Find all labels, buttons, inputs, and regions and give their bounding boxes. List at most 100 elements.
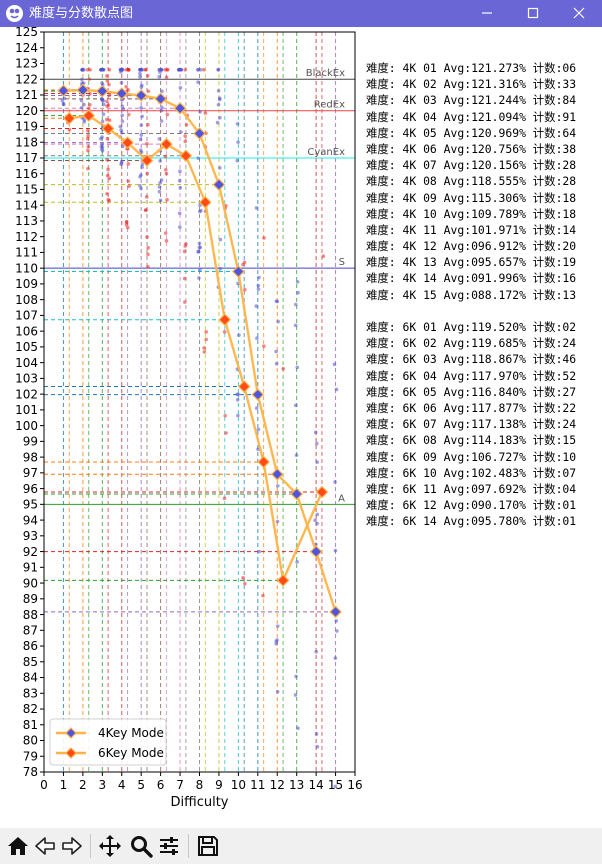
pan-button[interactable] [97,833,123,859]
score-dot [295,560,299,564]
y-tick-label: 100 [15,419,38,433]
score-dot [333,656,338,660]
x-tick-label: 15 [328,778,343,792]
y-tick-label: 112 [15,230,38,244]
save-button[interactable] [195,833,221,859]
score-dot [196,67,200,72]
score-dot [333,784,338,789]
score-dot [257,275,261,280]
y-tick-label: 91 [23,561,38,575]
y-tick-label: 124 [15,41,38,55]
plot-area [44,32,355,772]
score-dot [82,120,87,124]
maximize-button[interactable] [510,0,556,27]
score-dot [163,154,168,159]
stats-line-6k: 难度: 6K 04 Avg:117.970% 计数:52 [366,368,577,383]
back-button[interactable] [32,833,58,859]
score-dot [335,629,339,633]
score-dot [261,593,265,598]
score-dot [157,185,162,189]
score-dot [159,119,164,123]
x-tick-label: 1 [60,778,68,792]
score-dot [159,105,164,110]
zoom-button[interactable] [128,833,154,859]
score-dot [107,198,112,203]
score-dot [157,189,162,194]
score-dot [107,93,112,97]
y-tick-label: 97 [23,466,38,480]
score-dot [255,336,259,341]
y-tick-label: 125 [15,27,38,39]
threshold-label: BlackEx [306,68,345,79]
score-dot [165,198,169,202]
score-dot [82,102,86,107]
score-dot [85,136,90,141]
score-dot [257,549,262,554]
score-dot [87,106,91,111]
score-dot [104,117,109,122]
marker-6k [82,109,96,123]
score-dot [243,287,247,292]
stats-line-4k: 难度: 4K 15 Avg:088.172% 计数:13 [366,287,577,302]
stats-line-4k: 难度: 4K 02 Avg:121.316% 计数:33 [366,77,577,92]
score-dot [275,624,280,628]
score-dot [178,85,183,90]
score-dot [177,211,182,216]
legend-marker [65,727,77,739]
threshold-label: CyanEx [307,147,345,158]
x-axis-label: Difficulty [171,795,229,810]
y-tick-label: 116 [15,167,38,181]
score-dot [242,260,247,265]
x-tick-label: 9 [215,778,223,792]
y-tick-label: 94 [23,513,38,527]
score-dot [119,162,123,166]
stats-line-4k: 难度: 4K 03 Avg:121.244% 计数:84 [366,93,577,108]
home-button[interactable] [5,833,31,859]
y-tick-label: 102 [15,387,38,401]
minimize-button[interactable] [464,0,510,27]
score-dot [202,346,207,350]
forward-icon [62,837,82,855]
score-dot [179,67,183,72]
marker-6k [218,313,232,327]
score-dot [121,107,125,112]
score-dot [178,225,182,229]
score-dot [235,392,240,397]
score-dot [183,67,187,72]
score-dot [139,186,143,191]
marker-4k [134,89,148,102]
configure-button[interactable] [156,833,182,859]
score-dot [157,137,162,141]
score-dot [145,235,149,239]
score-dot [223,413,227,418]
score-dot [143,67,148,72]
marker-6k [160,137,173,151]
y-tick-label: 117 [15,151,38,165]
score-dot [183,300,187,304]
score-dot [241,576,245,580]
score-dot [119,67,124,72]
score-dot [124,84,128,89]
score-dot [334,387,339,392]
stats-line-6k: 难度: 6K 07 Avg:117.138% 计数:24 [366,417,577,432]
score-dot [315,460,319,465]
stats-line-4k: 难度: 4K 04 Avg:121.094% 计数:91 [366,109,577,124]
score-dot [235,122,240,126]
score-dot [157,75,161,79]
home-icon [8,837,28,855]
score-dot [79,105,84,110]
y-tick-label: 108 [15,293,38,307]
maximize-icon [527,7,539,19]
marker-6k [315,485,329,499]
y-tick-label: 98 [23,450,38,464]
score-dot [146,246,151,250]
y-tick-label: 120 [15,104,38,118]
score-dot [281,366,286,371]
forward-button[interactable] [59,833,85,859]
score-dot [105,191,109,196]
close-button[interactable] [556,0,602,27]
score-dot [218,237,223,242]
stats-line-6k: 难度: 6K 09 Avg:106.727% 计数:10 [366,449,577,464]
score-dot [294,453,299,457]
y-tick-label: 119 [15,120,38,134]
